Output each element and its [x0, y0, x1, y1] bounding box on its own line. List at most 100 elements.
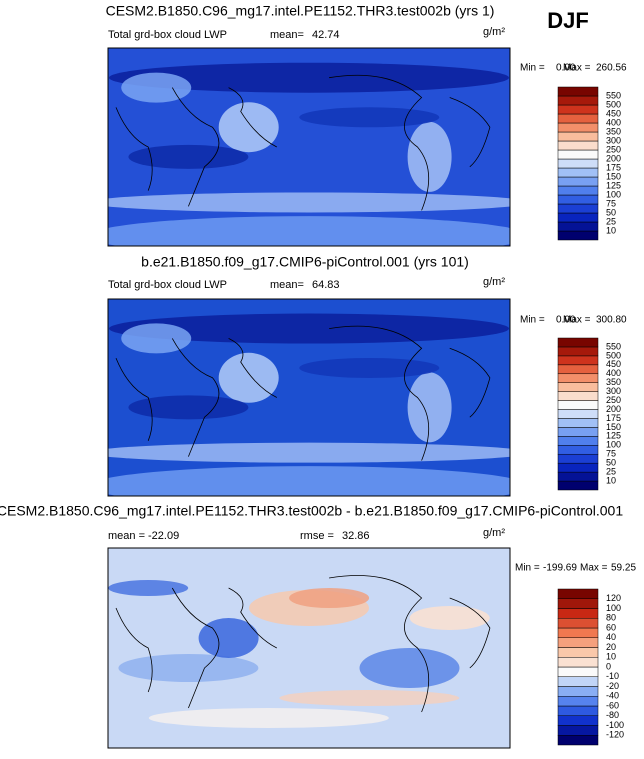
map-feature: [289, 588, 370, 608]
colorbar-box: [557, 391, 599, 401]
map-feature: [218, 102, 279, 153]
variable-label: Total grd-box cloud LWP: [108, 279, 227, 291]
map-feature: [128, 144, 249, 169]
colorbar-box: [557, 462, 599, 473]
map-feature: [218, 352, 279, 403]
colorbar-box: [557, 337, 599, 348]
colorbar-box: [557, 637, 599, 648]
max-value: 260.56: [596, 63, 627, 74]
colorbar-box: [557, 598, 599, 609]
colorbar-label: 0: [606, 661, 611, 671]
map-field: [108, 48, 510, 246]
colorbar-box: [557, 230, 599, 241]
colorbar-box: [557, 176, 599, 187]
panel-title: CESM2.B1850.C96_mg17.intel.PE1152.THR3.t…: [0, 503, 623, 519]
stat2-label: rmse =: [300, 530, 334, 542]
stat-value: 64.83: [312, 279, 340, 291]
colorbar-label: 300: [606, 386, 621, 396]
map-feature: [108, 442, 510, 463]
colorbar-box: [557, 203, 599, 214]
coastline: [329, 325, 430, 461]
coastline: [329, 74, 430, 211]
coastline: [228, 87, 277, 148]
colorbar-label: 200: [606, 153, 621, 163]
colorbar-label: 120: [606, 593, 621, 603]
colorbar-label: 250: [606, 395, 621, 405]
colorbar-box: [557, 618, 599, 629]
colorbar-box: [557, 382, 599, 392]
coastline: [115, 107, 153, 191]
colorbar-box: [557, 696, 599, 707]
colorbar-box: [557, 400, 599, 410]
colorbar-label: -60: [606, 700, 619, 710]
coastline: [115, 607, 153, 693]
colorbar-box: [557, 122, 599, 133]
colorbar-label: 50: [606, 458, 616, 468]
colorbar-label: 75: [606, 198, 616, 208]
stat-label: mean =: [108, 530, 145, 542]
colorbar-label: 500: [606, 350, 621, 360]
colorbar-label: 400: [606, 368, 621, 378]
map-feature: [121, 323, 192, 354]
colorbar-box: [557, 725, 599, 736]
variable-label: Total grd-box cloud LWP: [108, 29, 227, 41]
colorbar-box: [557, 657, 599, 668]
colorbar-label: -100: [606, 720, 624, 730]
colorbar-box: [557, 627, 599, 638]
colorbar-label: 50: [606, 207, 616, 217]
max-value: 59.25: [611, 563, 636, 574]
map-feature: [109, 313, 509, 344]
colorbar-label: 350: [606, 377, 621, 387]
colorbar-box: [557, 427, 599, 437]
colorbar-box: [557, 676, 599, 687]
coastline: [449, 97, 491, 168]
map-feature: [299, 357, 440, 378]
min-value: -199.69: [543, 563, 577, 574]
colorbar-box: [557, 715, 599, 726]
stat-label: mean=: [270, 29, 304, 41]
coastline: [449, 347, 491, 418]
map-feature: [407, 372, 452, 443]
map-feature: [108, 466, 510, 496]
colorbar-box: [557, 445, 599, 455]
colorbar-label: 100: [606, 603, 621, 613]
colorbar-label: 75: [606, 449, 616, 459]
colorbar-label: 250: [606, 144, 621, 154]
colorbar-label: 10: [606, 225, 616, 235]
map-field: [108, 548, 510, 748]
colorbar-label: 10: [606, 475, 616, 485]
colorbar-label: -40: [606, 691, 619, 701]
colorbar-label: 100: [606, 189, 621, 199]
colorbar-box: [557, 355, 599, 366]
colorbar-label: 20: [606, 642, 616, 652]
max-label: Max =: [580, 563, 608, 574]
map-feature: [108, 192, 510, 213]
colorbar-box: [557, 194, 599, 205]
max-value: 300.80: [596, 315, 627, 326]
colorbar-box: [557, 453, 599, 464]
colorbar-box: [557, 158, 599, 169]
map-frame: [107, 547, 511, 749]
coastline: [171, 587, 220, 709]
coastline: [171, 338, 220, 457]
colorbar-label: -80: [606, 710, 619, 720]
colorbar-box: [557, 705, 599, 716]
colorbar-box: [557, 647, 599, 658]
colorbar-box: [557, 140, 599, 151]
stat-value: 42.74: [312, 29, 340, 41]
coastline: [228, 338, 277, 398]
map-frame: [107, 298, 511, 497]
colorbar-label: 150: [606, 171, 621, 181]
colorbar-box: [557, 104, 599, 115]
colorbar-box: [557, 608, 599, 619]
units: g/m²: [483, 276, 505, 288]
panel-title: b.e21.B1850.f09_g17.CMIP6-piControl.001 …: [141, 254, 469, 270]
colorbar-label: 200: [606, 404, 621, 414]
colorbar-label: 175: [606, 413, 621, 423]
colorbar-label: 80: [606, 613, 616, 623]
colorbar-box: [557, 588, 599, 599]
colorbar-label: 450: [606, 359, 621, 369]
min-label: Min =: [520, 63, 545, 74]
colorbar-box: [557, 212, 599, 223]
